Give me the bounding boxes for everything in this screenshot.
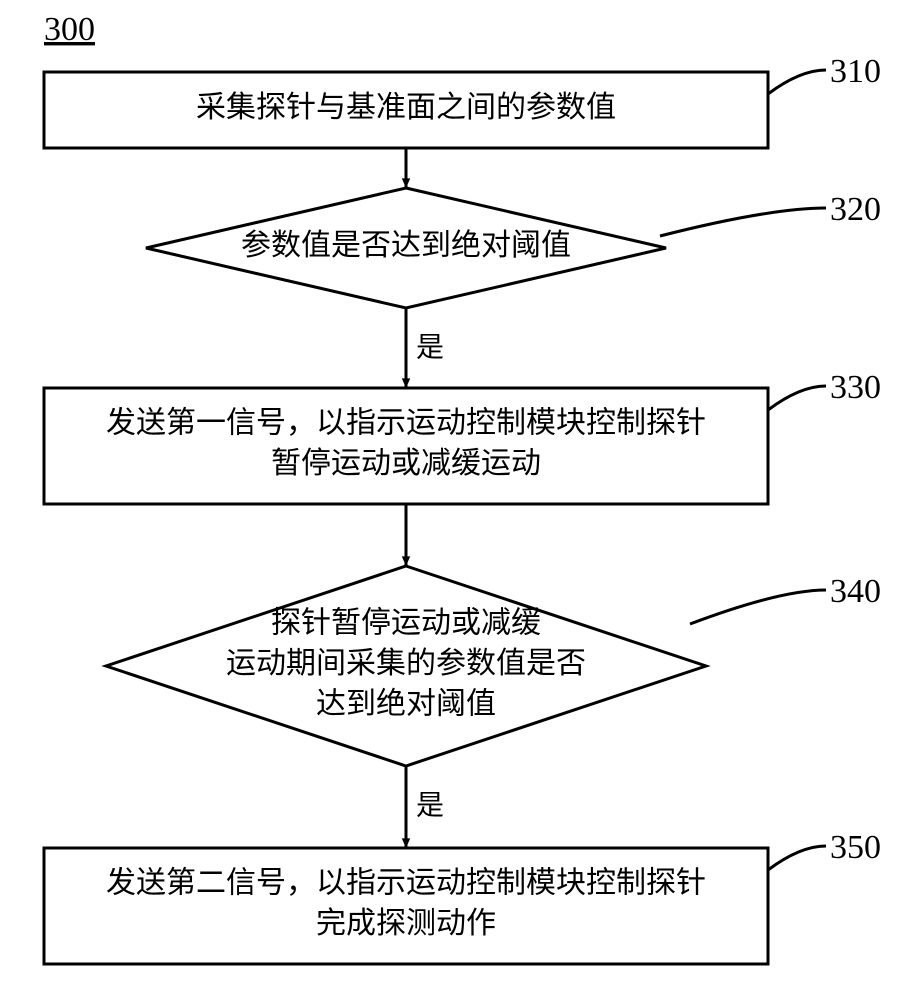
step-label-350: 350 xyxy=(830,829,881,866)
node-text: 采集探针与基准面之间的参数值 xyxy=(196,91,616,124)
step-label-340: 340 xyxy=(830,573,881,610)
leader-330 xyxy=(768,386,826,410)
node-text: 暂停运动或减缓运动 xyxy=(271,447,541,480)
node-text: 运动期间采集的参数值是否 xyxy=(226,647,586,680)
node-text: 达到绝对阈值 xyxy=(316,687,496,720)
node-text: 完成探测动作 xyxy=(316,907,496,940)
node-text: 参数值是否达到绝对阈值 xyxy=(241,229,571,262)
flow-process-330 xyxy=(44,388,768,504)
leader-310 xyxy=(768,70,826,94)
leader-340 xyxy=(690,590,826,624)
step-label-320: 320 xyxy=(830,191,881,228)
leader-320 xyxy=(660,208,826,236)
node-text: 发送第二信号，以指示运动控制模块控制探针 xyxy=(106,867,706,900)
leader-350 xyxy=(768,846,826,870)
flow-process-350 xyxy=(44,848,768,964)
figure-label: 300 xyxy=(44,11,95,48)
node-text: 发送第一信号，以指示运动控制模块控制探针 xyxy=(106,407,706,440)
edge-label-1: 是 xyxy=(416,332,444,363)
step-label-330: 330 xyxy=(830,369,881,406)
node-text: 探针暂停运动或减缓 xyxy=(271,606,541,639)
step-label-310: 310 xyxy=(830,53,881,90)
edge-label-3: 是 xyxy=(416,790,444,821)
